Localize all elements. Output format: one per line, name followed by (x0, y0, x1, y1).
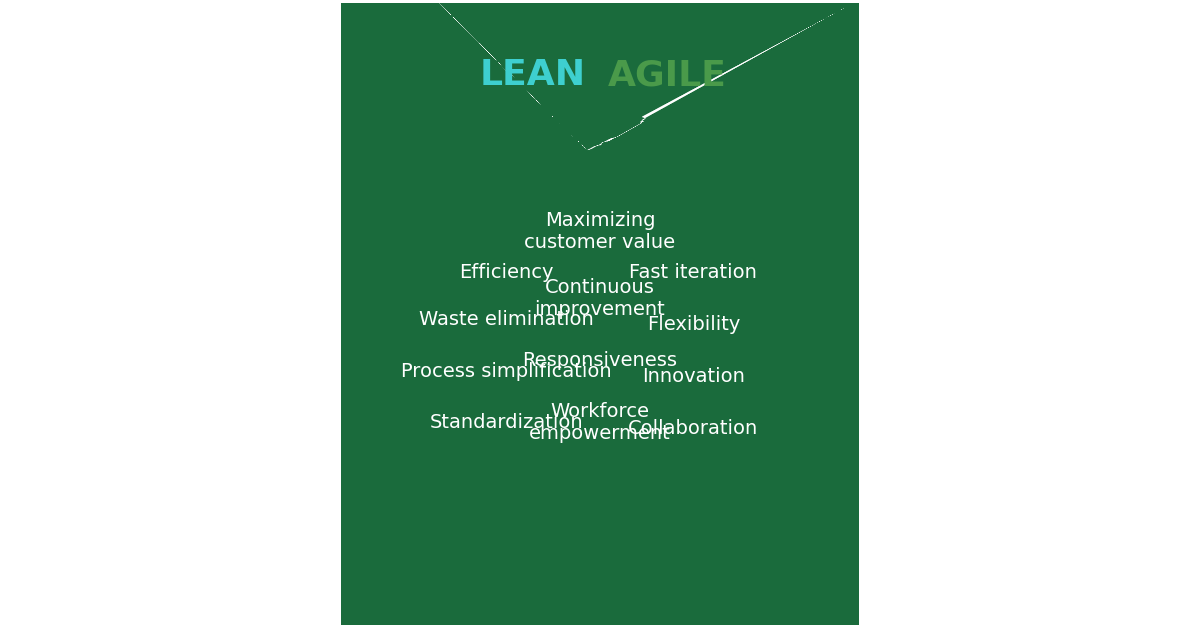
Text: Fast iteration: Fast iteration (630, 263, 757, 282)
Text: Maximizing
customer value: Maximizing customer value (524, 210, 676, 251)
Text: LEAN: LEAN (480, 58, 586, 92)
Text: Flexibility: Flexibility (647, 315, 740, 334)
Text: Innovation: Innovation (642, 367, 745, 386)
Text: Continuous
improvement: Continuous improvement (535, 278, 665, 319)
Text: Collaboration: Collaboration (629, 419, 758, 438)
Text: Waste elimination: Waste elimination (419, 310, 594, 328)
Text: Process simplification: Process simplification (401, 362, 612, 381)
Text: Workforce
empowerment: Workforce empowerment (529, 403, 671, 443)
Text: AGILE: AGILE (608, 58, 727, 92)
Text: Responsiveness: Responsiveness (522, 351, 678, 370)
Text: Efficiency: Efficiency (460, 263, 554, 282)
Text: Standardization: Standardization (430, 413, 583, 433)
Ellipse shape (553, 127, 781, 553)
Ellipse shape (419, 127, 647, 553)
